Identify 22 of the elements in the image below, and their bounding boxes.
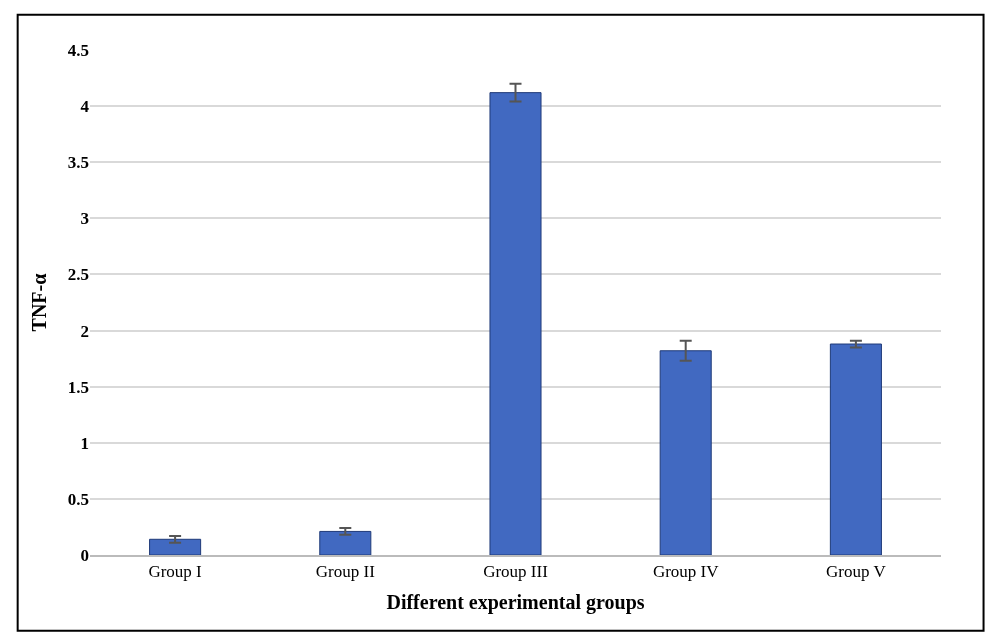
bar	[489, 92, 542, 555]
y-tick-label: 3.5	[67, 153, 89, 173]
bar	[149, 538, 202, 555]
bar	[829, 343, 882, 555]
y-tick-label: 1	[80, 433, 89, 453]
y-tick-label: 4.5	[67, 40, 89, 60]
y-tick-label: 0.5	[67, 489, 89, 509]
y-tick-label: 2.5	[67, 265, 89, 285]
y-tick-label: 2	[80, 321, 89, 341]
y-tick-label: 3	[80, 209, 89, 229]
y-tick-label: 0	[80, 545, 89, 565]
x-tick-label: Group II	[315, 562, 376, 582]
x-tick-label: Group V	[826, 562, 887, 582]
x-tick-label: Group I	[148, 562, 203, 582]
y-axis-title: TNF-α	[28, 273, 51, 332]
bar	[319, 530, 372, 555]
bar	[659, 350, 712, 555]
x-axis-title: Different experimental groups	[386, 591, 645, 615]
x-tick-label: Group III	[483, 562, 549, 582]
y-tick-label: 1.5	[67, 377, 89, 397]
x-tick-label: Group IV	[652, 562, 720, 582]
y-tick-label: 4	[80, 97, 90, 117]
